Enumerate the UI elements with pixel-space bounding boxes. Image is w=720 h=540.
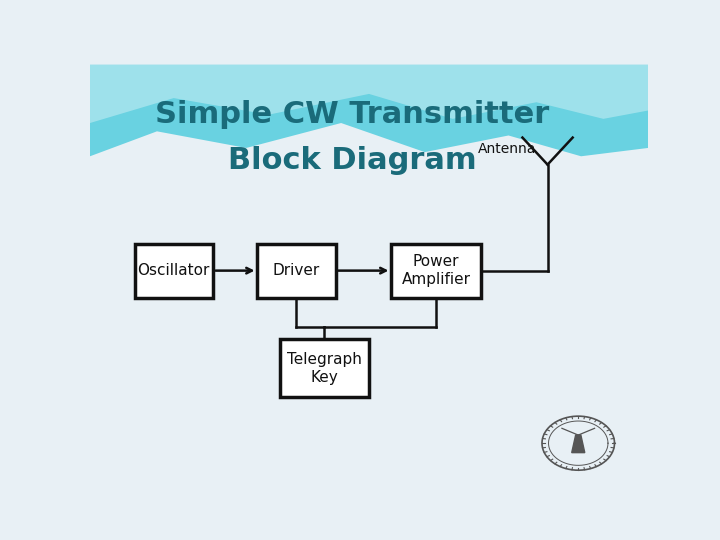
- Text: Oscillator: Oscillator: [138, 263, 210, 278]
- Text: Power
Amplifier: Power Amplifier: [402, 254, 470, 287]
- FancyBboxPatch shape: [280, 339, 369, 397]
- Polygon shape: [572, 435, 585, 453]
- Text: Telegraph
Key: Telegraph Key: [287, 352, 361, 384]
- Text: Antenna: Antenna: [478, 142, 536, 156]
- Text: Simple CW Transmitter: Simple CW Transmitter: [155, 100, 549, 129]
- FancyBboxPatch shape: [392, 244, 481, 298]
- Text: Block Diagram: Block Diagram: [228, 146, 477, 175]
- FancyBboxPatch shape: [258, 244, 336, 298]
- FancyBboxPatch shape: [135, 244, 213, 298]
- Polygon shape: [90, 65, 648, 123]
- Polygon shape: [90, 65, 648, 156]
- Text: Driver: Driver: [273, 263, 320, 278]
